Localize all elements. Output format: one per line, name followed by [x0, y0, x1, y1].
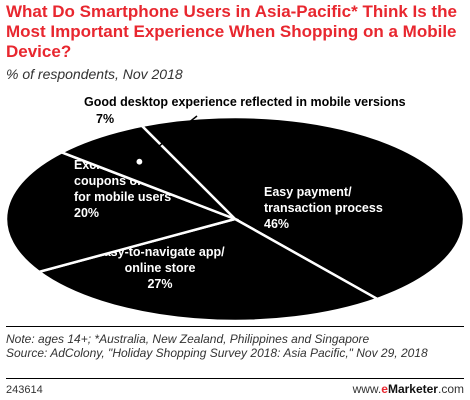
pie-slice	[36, 217, 381, 323]
pie-chart: Easy payment/transaction process46%Easy-…	[4, 95, 466, 323]
note-text: Note: ages 14+; *Australia, New Zealand,…	[6, 332, 370, 346]
footer-divider-bottom	[6, 378, 464, 379]
leader-dot	[135, 157, 144, 166]
brand-suffix: .com	[437, 382, 464, 396]
slice-label: Easy payment/	[264, 185, 352, 199]
pie-slice	[4, 150, 240, 274]
slice-value-label: 7%	[96, 112, 114, 126]
chart-title: What Do Smartphone Users in Asia-Pacific…	[6, 2, 457, 61]
slice-label: transaction process	[264, 201, 383, 215]
pie-slice	[58, 124, 236, 221]
slice-label: for mobile users	[74, 190, 171, 204]
leader-line	[138, 115, 198, 163]
slice-value-label: 27%	[147, 277, 172, 291]
slice-value-label: 20%	[74, 206, 99, 220]
slice-value-label: 46%	[264, 217, 289, 231]
brand-name: Marketer	[387, 382, 438, 396]
pie-slice	[139, 115, 466, 301]
brand-e: e	[381, 382, 388, 396]
slice-label: Good desktop experience reflected in mob…	[84, 95, 406, 109]
slice-label: online store	[125, 261, 196, 275]
emarketer-logo[interactable]: www.eMarketer.com	[353, 382, 464, 396]
chart-subtitle: % of respondents, Nov 2018	[6, 66, 183, 82]
chart-id: 243614	[6, 384, 43, 396]
brand-prefix: www.	[352, 382, 382, 396]
footer-divider	[6, 326, 464, 327]
source-text: Source: AdColony, "Holiday Shopping Surv…	[6, 346, 428, 360]
chart-notes: Note: ages 14+; *Australia, New Zealand,…	[6, 332, 466, 360]
